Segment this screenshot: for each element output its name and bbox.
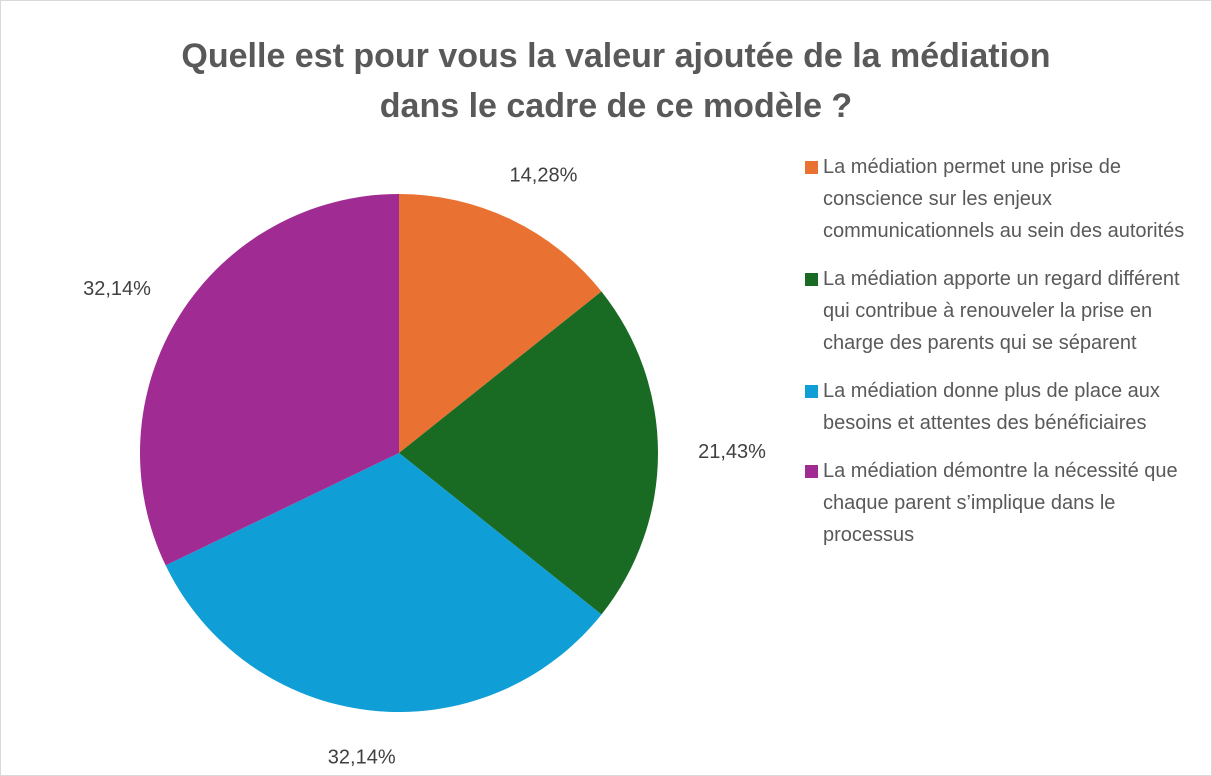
data-label: 14,28% <box>510 165 578 187</box>
legend-label: La médiation permet une prise de conscie… <box>823 156 1185 242</box>
legend-swatch <box>805 161 818 174</box>
legend-item: La médiation démontre la nécessité que c… <box>805 455 1185 551</box>
legend-swatch <box>805 385 818 398</box>
legend-swatch <box>805 465 818 478</box>
pie-slice <box>165 453 602 712</box>
data-label: 21,43% <box>698 441 766 463</box>
legend-label: La médiation donne plus de place aux bes… <box>823 380 1160 434</box>
pie-slice <box>140 194 399 566</box>
legend-label: La médiation démontre la nécessité que c… <box>823 460 1178 546</box>
pie-slice <box>399 291 658 615</box>
pie-slice <box>399 194 602 453</box>
data-label: 32,14% <box>328 746 396 768</box>
legend: La médiation permet une prise de conscie… <box>805 151 1185 567</box>
legend-item: La médiation apporte un regard différent… <box>805 263 1185 359</box>
legend-label: La médiation apporte un regard différent… <box>823 268 1180 354</box>
chart-title: Quelle est pour vous la valeur ajoutée d… <box>181 37 1051 125</box>
legend-item: La médiation permet une prise de conscie… <box>805 151 1185 247</box>
data-label: 32,14% <box>83 278 151 300</box>
legend-item: La médiation donne plus de place aux bes… <box>805 375 1185 439</box>
legend-swatch <box>805 273 818 286</box>
